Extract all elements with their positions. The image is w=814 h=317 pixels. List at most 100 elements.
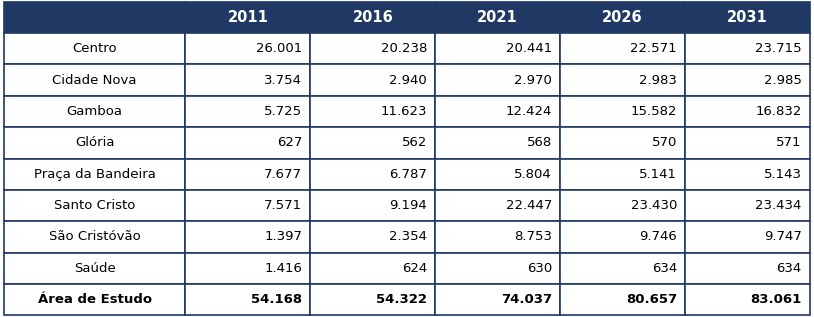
Text: 1.416: 1.416 [265, 262, 302, 275]
Bar [4, 158, 186, 190]
Text: 5.804: 5.804 [514, 168, 552, 181]
Bar [310, 221, 435, 253]
Text: Praça da Bandeira: Praça da Bandeira [34, 168, 155, 181]
Text: 12.424: 12.424 [505, 105, 552, 118]
Bar [685, 2, 810, 33]
Text: 2.985: 2.985 [764, 74, 802, 87]
Bar [685, 253, 810, 284]
Text: Saúde: Saúde [74, 262, 116, 275]
Text: Santo Cristo: Santo Cristo [54, 199, 135, 212]
Text: 16.832: 16.832 [755, 105, 802, 118]
Bar [4, 221, 186, 253]
Text: 9.747: 9.747 [764, 230, 802, 243]
Bar [4, 33, 186, 64]
Text: 624: 624 [402, 262, 427, 275]
Text: Cidade Nova: Cidade Nova [52, 74, 137, 87]
Text: 7.571: 7.571 [264, 199, 302, 212]
Text: 22.447: 22.447 [505, 199, 552, 212]
Text: 5.725: 5.725 [264, 105, 302, 118]
Bar [560, 96, 685, 127]
Text: 26.001: 26.001 [256, 42, 302, 55]
Bar [310, 33, 435, 64]
Text: 20.238: 20.238 [381, 42, 427, 55]
Bar [560, 284, 685, 315]
Bar [685, 221, 810, 253]
Text: 2016: 2016 [352, 10, 393, 25]
Text: 2031: 2031 [727, 10, 768, 25]
Bar [435, 158, 560, 190]
Text: 568: 568 [527, 136, 552, 149]
Text: 2.940: 2.940 [389, 74, 427, 87]
Bar [310, 2, 435, 33]
Text: 6.787: 6.787 [389, 168, 427, 181]
Bar [186, 33, 310, 64]
Bar [4, 2, 186, 33]
Bar [435, 190, 560, 221]
Text: 627: 627 [277, 136, 302, 149]
Bar [4, 253, 186, 284]
Text: 3.754: 3.754 [265, 74, 302, 87]
Bar [685, 33, 810, 64]
Bar [435, 127, 560, 158]
Bar [560, 253, 685, 284]
Text: 80.657: 80.657 [626, 293, 677, 306]
Bar [186, 96, 310, 127]
Text: 562: 562 [401, 136, 427, 149]
Bar [560, 33, 685, 64]
Bar [560, 158, 685, 190]
Bar [560, 2, 685, 33]
Text: 23.434: 23.434 [755, 199, 802, 212]
Text: São Cristóvão: São Cristóvão [49, 230, 141, 243]
Text: 2.354: 2.354 [389, 230, 427, 243]
Bar [4, 284, 186, 315]
Bar [186, 2, 310, 33]
Bar [4, 190, 186, 221]
Text: 2.983: 2.983 [639, 74, 677, 87]
Bar [310, 158, 435, 190]
Bar [310, 253, 435, 284]
Bar [685, 96, 810, 127]
Bar [435, 284, 560, 315]
Text: 22.571: 22.571 [630, 42, 677, 55]
Text: Área de Estudo: Área de Estudo [37, 293, 151, 306]
Bar [310, 190, 435, 221]
Text: 571: 571 [777, 136, 802, 149]
Bar [4, 127, 186, 158]
Text: 634: 634 [652, 262, 677, 275]
Text: 2026: 2026 [602, 10, 643, 25]
Bar [435, 2, 560, 33]
Bar [4, 96, 186, 127]
Text: 570: 570 [651, 136, 677, 149]
Bar [560, 127, 685, 158]
Text: 5.141: 5.141 [639, 168, 677, 181]
Text: 5.143: 5.143 [764, 168, 802, 181]
Bar [560, 190, 685, 221]
Text: 83.061: 83.061 [751, 293, 802, 306]
Bar [186, 64, 310, 96]
Bar [685, 190, 810, 221]
Text: 74.037: 74.037 [501, 293, 552, 306]
Bar [186, 190, 310, 221]
Text: 9.746: 9.746 [639, 230, 677, 243]
Text: 54.168: 54.168 [251, 293, 302, 306]
Bar [560, 64, 685, 96]
Text: 23.430: 23.430 [631, 199, 677, 212]
Bar [435, 33, 560, 64]
Text: 2021: 2021 [477, 10, 518, 25]
Bar [310, 96, 435, 127]
Bar [310, 64, 435, 96]
Text: 8.753: 8.753 [514, 230, 552, 243]
Bar [685, 127, 810, 158]
Text: Gamboa: Gamboa [67, 105, 123, 118]
Bar [435, 64, 560, 96]
Bar [685, 158, 810, 190]
Bar [560, 221, 685, 253]
Text: 11.623: 11.623 [381, 105, 427, 118]
Text: 15.582: 15.582 [630, 105, 677, 118]
Text: 9.194: 9.194 [389, 199, 427, 212]
Bar [186, 284, 310, 315]
Text: Glória: Glória [75, 136, 115, 149]
Text: 634: 634 [777, 262, 802, 275]
Text: Centro: Centro [72, 42, 117, 55]
Text: 7.677: 7.677 [265, 168, 302, 181]
